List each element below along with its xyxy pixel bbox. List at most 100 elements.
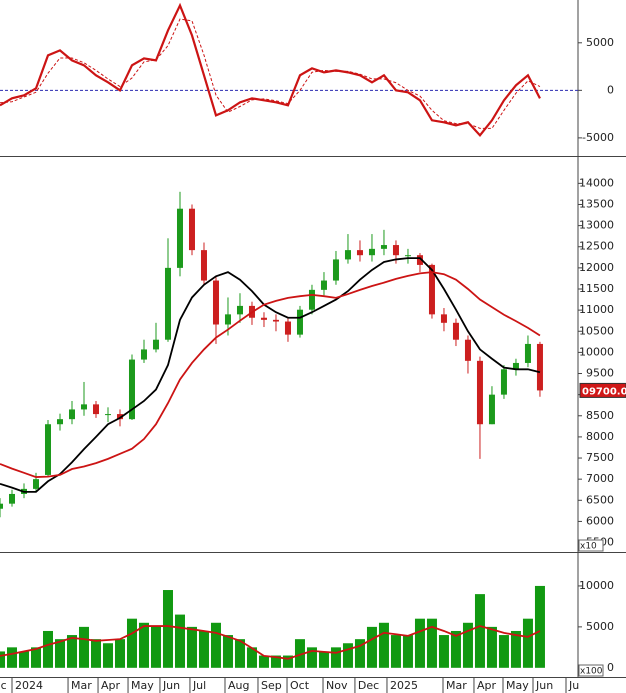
candle-body (44, 424, 51, 475)
volume-bar (498, 635, 509, 668)
volume-bar (66, 635, 77, 668)
x-tick-label: Apr (101, 679, 121, 692)
y-tick-label: 7000 (586, 472, 614, 485)
y-tick-label: 10000 (579, 345, 614, 358)
candle-body (356, 250, 363, 256)
candle-body (284, 321, 291, 335)
y-tick-label: 6000 (586, 514, 614, 527)
unit-box (578, 539, 604, 552)
y-tick-label: 5000 (586, 620, 614, 633)
volume-bar (102, 643, 113, 668)
x-tick-label: Sep (261, 679, 282, 692)
series-line (0, 257, 541, 493)
x-tick-label: Dec (358, 679, 379, 692)
x-tick-label: Nov (326, 679, 348, 692)
candle-body (56, 419, 63, 425)
y-tick-label: 12500 (579, 240, 614, 253)
y-tick-label: 5000 (586, 36, 614, 49)
y-tick-label: 13000 (579, 219, 614, 232)
candle-body (368, 248, 375, 256)
candle-body (308, 289, 315, 310)
volume-bar (78, 626, 89, 668)
x-tick-label: c (1, 679, 7, 692)
volume-bar (210, 622, 221, 668)
volume-bar (438, 635, 449, 668)
volume-bar (534, 585, 545, 668)
x-tick-label: Aug (228, 679, 249, 692)
candle-body (32, 479, 39, 489)
y-tick-label: 14000 (579, 176, 614, 189)
candle-body (524, 343, 531, 363)
y-tick-label: 9500 (586, 367, 614, 380)
x-tick-label: Mar (71, 679, 92, 692)
volume-bar (138, 622, 149, 668)
volume-bar (114, 639, 125, 668)
candle-body (8, 493, 15, 504)
volume-bar (174, 614, 185, 668)
candle-body (224, 314, 231, 325)
series-line (0, 625, 541, 660)
volume-bar (402, 635, 413, 668)
candle-body (68, 409, 75, 420)
y-tick-label: 8000 (586, 430, 614, 443)
candle-body (464, 339, 471, 361)
volume-bar (366, 626, 377, 668)
volume-bar (486, 626, 497, 668)
volume-bar (522, 618, 533, 668)
candle-body (380, 245, 387, 249)
volume-bar (306, 647, 317, 668)
candle-body (392, 245, 399, 256)
volume-bar (54, 639, 65, 668)
y-tick-label: 13500 (579, 197, 614, 210)
candle-body (152, 339, 159, 350)
volume-bar (342, 643, 353, 668)
volume-bar (186, 626, 197, 668)
x-tick-label: 2024 (15, 679, 43, 692)
y-tick-label: -5000 (582, 131, 614, 144)
y-tick-label: 11000 (579, 303, 614, 316)
unit-box (578, 664, 604, 677)
series-line (0, 18, 541, 129)
volume-bar (330, 647, 341, 668)
candle-body (452, 322, 459, 340)
y-tick-label: 0 (607, 661, 614, 674)
volume-bar (162, 590, 173, 668)
volume-bar (282, 655, 293, 668)
candle-body (428, 264, 435, 315)
x-tick-label: 2025 (390, 679, 418, 692)
candle-body (332, 259, 339, 281)
y-tick-label: 6500 (586, 493, 614, 506)
candle-body (320, 280, 327, 290)
x-tick-label: Ju (568, 679, 579, 692)
y-tick-label: 10500 (579, 324, 614, 337)
volume-bar (0, 651, 5, 668)
candle-body (0, 503, 3, 509)
candle-body (512, 362, 519, 370)
candle-body (104, 414, 111, 416)
y-tick-label: 0 (607, 83, 614, 96)
volume-bar (30, 647, 41, 668)
x-tick-label: Oct (290, 679, 310, 692)
volume-bar (222, 635, 233, 668)
volume-bar (246, 647, 257, 668)
candle-body (260, 317, 267, 320)
series-line (0, 2, 541, 138)
volume-bar (126, 618, 137, 668)
unit-label: x100 (580, 667, 603, 677)
candle-body (404, 255, 411, 257)
y-tick-label: 7500 (586, 451, 614, 464)
x-tick-label: Mar (446, 679, 467, 692)
candle-body (200, 250, 207, 281)
candle-body (128, 359, 135, 420)
volume-bar (90, 639, 101, 668)
volume-bar (270, 655, 281, 668)
y-tick-label: 10000 (579, 579, 614, 592)
volume-bar (462, 622, 473, 668)
x-tick-label: May (506, 679, 529, 692)
price-tag-box (579, 382, 626, 398)
candle-body (188, 208, 195, 251)
candle-body (272, 319, 279, 322)
volume-bar (474, 594, 485, 668)
candle-body (344, 250, 351, 260)
volume-bar (150, 626, 161, 668)
